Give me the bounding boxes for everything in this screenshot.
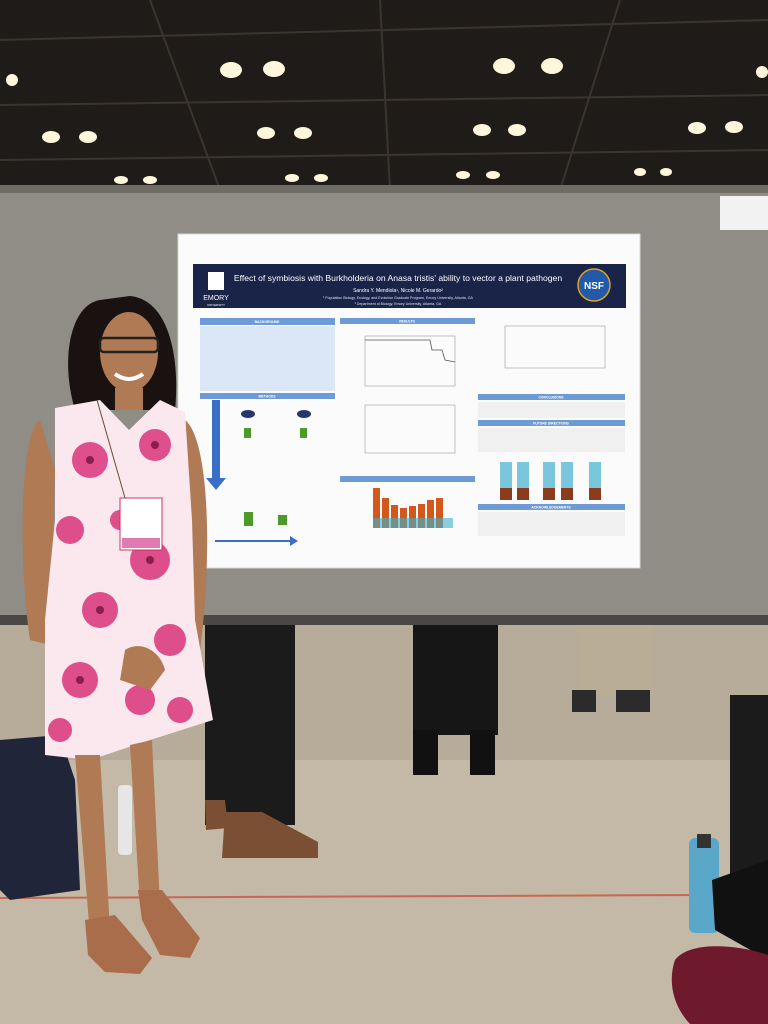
- survival-plot: [364, 335, 456, 387]
- section-heading: RESULTS: [399, 320, 415, 324]
- neighbor-poster-edge: [720, 196, 768, 230]
- floor-tape: [0, 894, 701, 899]
- ceiling-beams: [0, 0, 768, 191]
- section-heading: CONCLUSIONS: [538, 396, 564, 400]
- dress-flower-centers: [76, 441, 159, 684]
- bag: [712, 860, 768, 960]
- background-people: [205, 625, 653, 858]
- plant-icons: [244, 428, 307, 526]
- poster-title: Effect of symbiosis with Burkholderia on…: [234, 273, 562, 283]
- section-header-bar: [478, 394, 625, 400]
- survival-curve: [365, 339, 456, 363]
- conclusions-text: [478, 402, 625, 418]
- poster-header: [193, 264, 626, 308]
- poster-authors: Sandra Y. Mendiola¹, Nicole M. Gerardo²: [353, 288, 443, 294]
- poster-affiliation-1: ¹ Population Biology, Ecology, and Evolu…: [323, 296, 473, 300]
- ceiling-lights: [6, 58, 768, 184]
- smile: [113, 372, 145, 381]
- backpack: [0, 735, 80, 900]
- bug-icons: [241, 410, 311, 418]
- poster-affiliation-2: ² Department of Biology, Emory Universit…: [355, 302, 442, 306]
- section-heading: METHODS: [259, 395, 277, 399]
- maroon-cloth: [671, 946, 768, 1024]
- board-top-edge: [0, 185, 768, 193]
- bottle: [118, 785, 132, 855]
- methods-arrow: [206, 400, 226, 490]
- person: [22, 296, 213, 974]
- nsf-logo: [577, 268, 611, 302]
- poster: EMORY UNIVERSITY NSF Effect of symbiosis…: [177, 233, 641, 569]
- sandal-left: [138, 890, 200, 958]
- neck: [115, 388, 143, 410]
- glasses: [98, 336, 160, 354]
- logo-left: EMORY: [203, 295, 229, 302]
- section-heading: ACKNOWLEDGEMENTS: [531, 506, 571, 510]
- section-header-bar: [200, 318, 335, 325]
- emory-shield: [208, 272, 224, 290]
- stand-pole: [730, 695, 768, 895]
- acknowledgements-text: [478, 512, 625, 536]
- section-header-bar: [340, 476, 475, 482]
- leg-left: [130, 740, 160, 905]
- badge-ribbon: [122, 538, 160, 548]
- bacteria-plot: [504, 325, 606, 369]
- leg-right: [75, 755, 110, 935]
- lanyard: [96, 399, 126, 499]
- section-heading: BACKGROUND: [255, 320, 280, 324]
- section-header-bar: [478, 504, 625, 510]
- bottle-cap: [697, 834, 711, 848]
- bar-plot: [373, 488, 453, 528]
- future-text: [478, 428, 625, 452]
- water-bottle: [689, 838, 719, 933]
- background-text-block: [200, 326, 335, 391]
- scatter-plot: [364, 404, 456, 454]
- section-header-bar: [340, 318, 475, 324]
- pot-icons: [500, 462, 601, 500]
- section-heading: FUTURE DIRECTIONS: [533, 422, 569, 426]
- sandal-right: [85, 915, 152, 974]
- timeline-arrow: [215, 536, 298, 546]
- floor-near: [0, 760, 768, 1024]
- hands: [120, 646, 165, 690]
- logo-left-sub: UNIVERSITY: [207, 303, 225, 307]
- section-header-bar: [478, 420, 625, 426]
- logo-right: NSF: [584, 281, 604, 292]
- arm-right: [22, 420, 56, 645]
- section-header-bar: [200, 393, 335, 399]
- board-bottom-edge: [0, 615, 768, 625]
